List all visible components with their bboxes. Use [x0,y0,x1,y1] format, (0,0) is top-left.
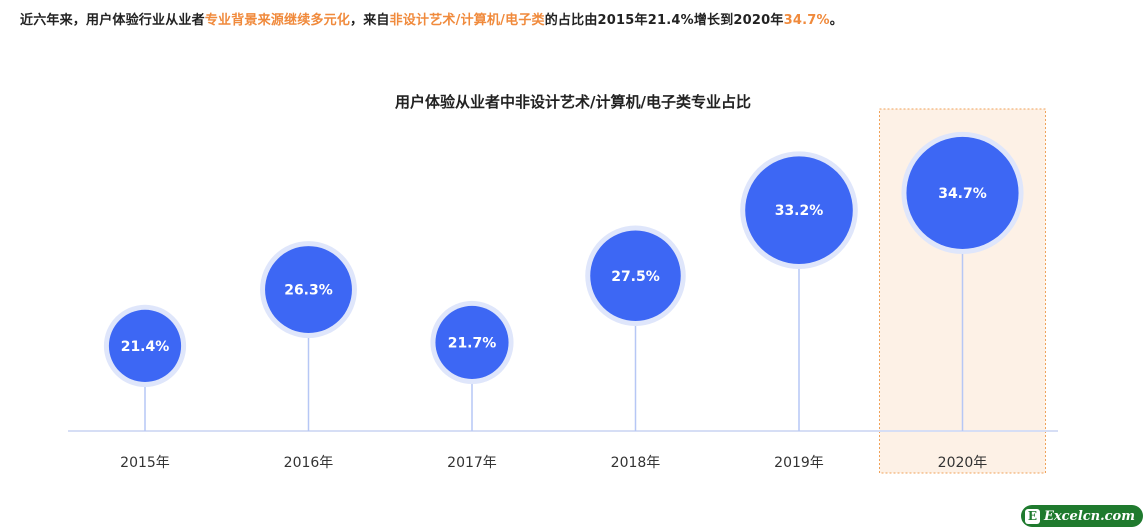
bubble-2020 [906,136,1019,249]
headline-highlight-1: 专业背景来源继续多元化 [204,13,351,28]
x-tick-2015: 2015年 [120,455,170,471]
watermark-logo: E Excelcn.com [1020,505,1143,527]
watermark-badge-icon: E [1024,508,1040,524]
bubble-label-2020: 34.7% [938,186,987,202]
chart-title: 用户体验从业者中非设计艺术/计算机/电子类专业占比 [395,93,751,111]
bubble-label-2018: 27.5% [611,269,660,285]
bubble-2019 [745,156,853,264]
bubble-2017 [435,305,509,380]
headline-text: 近六年来，用户体验行业从业者专业背景来源继续多元化，来自非设计艺术/计算机/电子… [20,9,843,28]
bubble-2015 [108,309,182,382]
bubble-label-2019: 33.2% [775,203,824,219]
x-tick-2016: 2016年 [284,455,334,471]
bubble-label-2016: 26.3% [284,283,333,299]
headline-part-3: 的占比由2015年21.4%增长到2020年 [544,13,784,28]
x-tick-labels: 2015年 2016年 2017年 2018年 2019年 2020年 [120,455,987,471]
x-tick-2017: 2017年 [447,455,497,471]
bubble-label-2015: 21.4% [121,339,170,355]
bubbles-group: 21.4% 26.3% 21.7% 27.5% 33.2% 34.7% [103,131,1024,387]
stems-group [144,249,964,431]
headline-part-4: 。 [829,13,843,28]
x-tick-2018: 2018年 [611,455,661,471]
x-tick-2019: 2019年 [774,455,824,471]
bubble-label-2017: 21.7% [448,335,497,351]
headline-highlight-3: 34.7% [783,13,830,28]
x-tick-2020: 2020年 [938,455,988,471]
headline-highlight-2: 非设计艺术/计算机/电子类 [389,13,545,28]
headline-part-2: ，来自 [350,13,390,28]
bubble-2016 [265,246,352,333]
headline-part-1: 近六年来，用户体验行业从业者 [20,13,205,28]
bubble-2018 [590,230,681,321]
watermark-text: Excelcn.com [1043,508,1135,524]
